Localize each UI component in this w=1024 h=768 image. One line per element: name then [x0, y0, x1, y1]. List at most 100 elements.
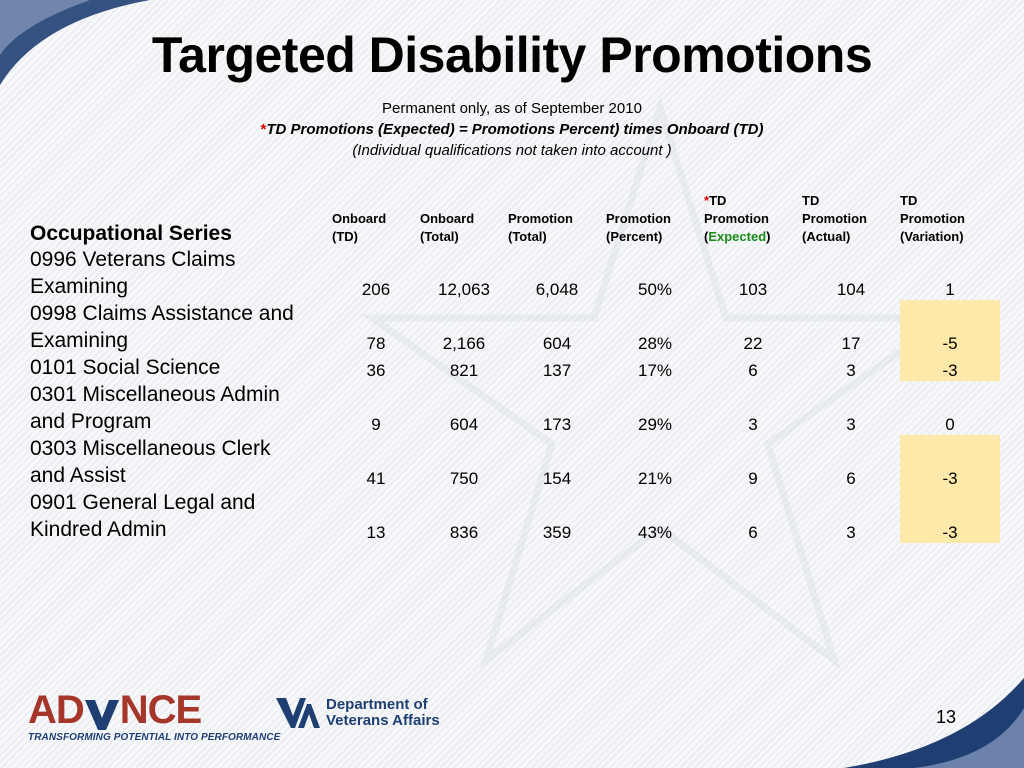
cell-onboard-td: 41	[366, 469, 386, 488]
header-text: Onboard	[420, 211, 475, 226]
cell-promotion-percent: 17%	[637, 361, 673, 380]
advance-logo-text: NCE	[119, 688, 202, 732]
promotions-table: Occupational Series Onboard (TD) Onboard…	[30, 192, 1000, 543]
table-row: 0996 Veterans Claims Examining 206 12,063 6,…	[30, 246, 1000, 300]
cell-onboard-td: 9	[371, 415, 381, 434]
formula-text: TD Promotions (Expected) = Promotions Pe…	[266, 121, 764, 138]
cell-promotion-total: 173	[542, 415, 572, 434]
cell-td-actual: 6	[846, 469, 856, 488]
column-header-onboard-td: Onboard (TD)	[332, 192, 420, 246]
table-row: 0998 Claims Assistance and Examining 78 2,1…	[30, 300, 1000, 354]
series-cell: 0996 Veterans Claims Examining	[30, 246, 332, 300]
header-text: (	[704, 229, 709, 244]
column-header-series: Occupational Series	[30, 222, 232, 245]
corner-swoosh-decoration	[0, 0, 150, 85]
cell-td-variation: 1	[945, 280, 955, 299]
cell-onboard-total: 12,063	[438, 280, 490, 299]
cell-td-expected: 103	[738, 280, 768, 299]
advance-logo-text: AD	[28, 688, 85, 732]
header-text: Promotion	[606, 211, 671, 226]
cell-promotion-total: 137	[542, 361, 572, 380]
series-name-line: 0996 Veterans Claims	[30, 248, 236, 271]
table-row: 0901 General Legal and Kindred Admin 13 836…	[30, 489, 1000, 543]
asterisk-marker: *	[704, 193, 710, 208]
series-name-line: 0101 Social Science	[30, 356, 221, 379]
advance-logo: AD NCE TRANSFORMING POTENTIAL INTO PERFO…	[28, 690, 280, 743]
table-row: 0303 Miscellaneous Clerk and Assist 41 750 1…	[30, 435, 1000, 489]
header-text: Promotion	[802, 211, 867, 226]
header-text: TD	[802, 193, 820, 208]
column-header-onboard-total: Onboard (Total)	[420, 192, 508, 246]
cell-td-actual: 104	[836, 280, 866, 299]
cell-onboard-total: 836	[449, 523, 479, 542]
cell-onboard-total: 2,166	[442, 334, 486, 353]
header-text: Promotion	[900, 211, 965, 226]
header-text: (Actual)	[802, 229, 851, 244]
series-name-line: Examining	[30, 329, 129, 352]
subtitle-formula: *TD Promotions (Expected) = Promotions P…	[0, 121, 1024, 138]
series-name-line: Examining	[30, 275, 129, 298]
va-logo-line: Department of	[326, 696, 428, 713]
column-header-promotion-percent: Promotion (Percent)	[606, 192, 704, 246]
cell-onboard-total: 821	[449, 361, 479, 380]
cell-td-actual: 3	[846, 523, 856, 542]
column-header-td-actual: TD Promotion (Actual)	[802, 192, 900, 246]
series-name-line: 0301 Miscellaneous Admin	[30, 383, 280, 406]
va-logo: Department of Veterans Affairs	[276, 696, 440, 730]
header-text: )	[766, 229, 771, 244]
corner-swoosh-decoration	[844, 678, 1024, 768]
cell-onboard-total: 604	[449, 415, 479, 434]
subtitle-scope: Permanent only, as of September 2010	[382, 100, 642, 117]
cell-onboard-td: 206	[361, 280, 391, 299]
series-name-line: and Program	[30, 410, 152, 433]
advance-chevron-icon	[84, 700, 119, 730]
expected-label: Expected	[708, 229, 767, 244]
cell-onboard-td: 13	[366, 523, 386, 542]
cell-promotion-percent: 43%	[637, 523, 673, 542]
cell-td-expected: 9	[748, 469, 758, 488]
header-text: (Total)	[420, 229, 459, 244]
header-text: TD	[900, 193, 918, 208]
star-watermark-icon	[360, 95, 960, 670]
cell-td-variation: -3	[900, 354, 1000, 381]
cell-promotion-total: 154	[542, 469, 572, 488]
table-row: 0101 Social Science 36 821 137 17% 6 3 -3	[30, 354, 1000, 381]
cell-promotion-percent: 29%	[637, 415, 673, 434]
cell-td-actual: 17	[841, 334, 861, 353]
column-header-td-expected: *TD Promotion (Expected)	[704, 192, 802, 246]
cell-promotion-percent: 50%	[637, 280, 673, 299]
cell-td-variation: -5	[900, 300, 1000, 354]
page-title: Targeted Disability Promotions	[151, 27, 873, 83]
cell-onboard-total: 750	[449, 469, 479, 488]
cell-promotion-percent: 28%	[637, 334, 673, 353]
column-header-promotion-total: Promotion (Total)	[508, 192, 606, 246]
page-number: 13	[936, 707, 957, 727]
series-cell: 0998 Claims Assistance and Examining	[30, 300, 332, 354]
series-name-line: 0901 General Legal and	[30, 491, 256, 514]
cell-promotion-percent: 21%	[637, 469, 673, 488]
header-text: (Variation)	[900, 229, 964, 244]
va-emblem-icon	[276, 698, 320, 728]
cell-promotion-total: 604	[542, 334, 572, 353]
cell-td-variation: -3	[900, 489, 1000, 543]
header-text: Promotion	[704, 211, 769, 226]
cell-td-expected: 6	[748, 523, 758, 542]
header-text: Promotion	[508, 211, 573, 226]
va-logo-line: Veterans Affairs	[326, 712, 440, 729]
cell-promotion-total: 6,048	[535, 280, 579, 299]
column-header-td-variation: TD Promotion (Variation)	[900, 192, 1000, 246]
table-row: 0301 Miscellaneous Admin and Program 9 604 1…	[30, 381, 1000, 435]
series-name-line: 0998 Claims Assistance and	[30, 302, 294, 325]
header-text: TD	[709, 193, 727, 208]
cell-td-actual: 3	[846, 361, 856, 380]
cell-td-actual: 3	[846, 415, 856, 434]
header-text: (Percent)	[606, 229, 663, 244]
cell-td-variation: -3	[900, 435, 1000, 489]
cell-promotion-total: 359	[542, 523, 572, 542]
cell-td-expected: 3	[748, 415, 758, 434]
asterisk-marker: *	[260, 121, 267, 138]
series-name-line: Kindred Admin	[30, 518, 167, 541]
header-text: (Total)	[508, 229, 547, 244]
series-cell: 0303 Miscellaneous Clerk and Assist	[30, 435, 332, 489]
cell-td-variation: 0	[945, 415, 955, 434]
